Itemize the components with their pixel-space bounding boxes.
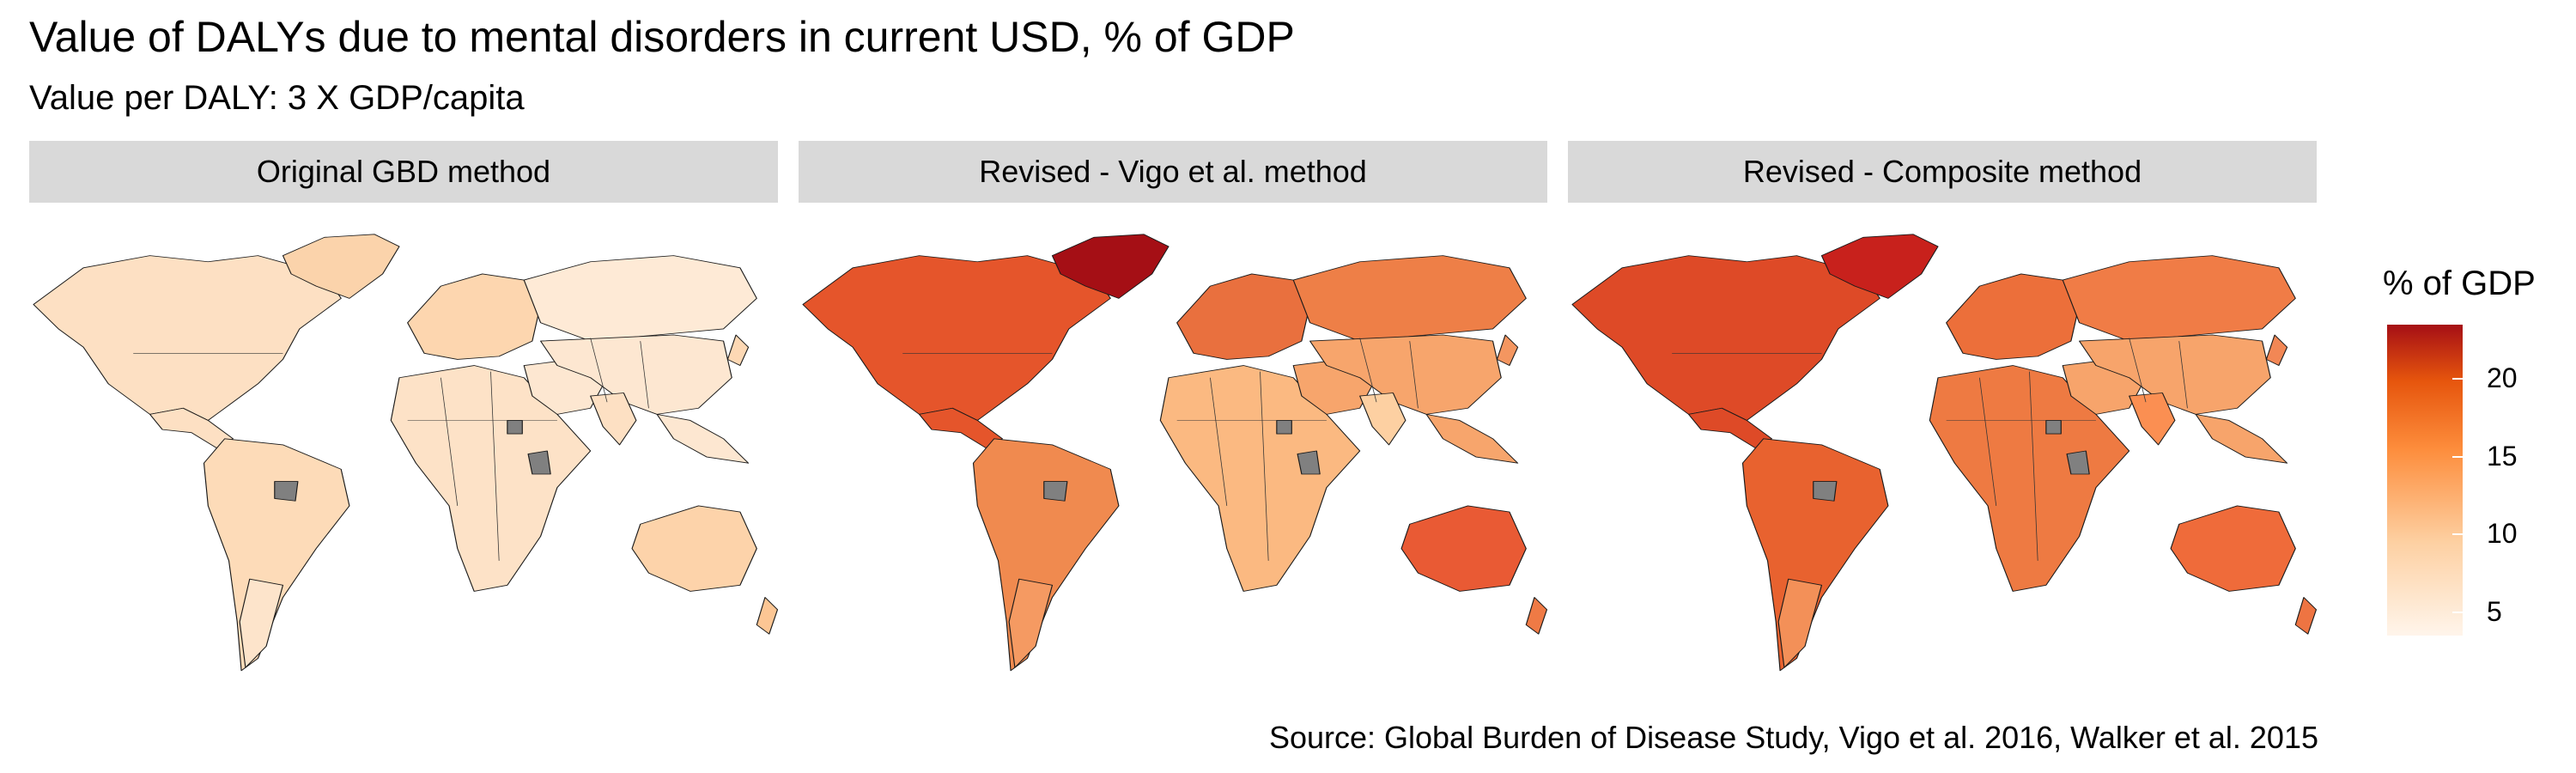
region-europe	[407, 273, 542, 360]
legend-tick-mark	[2452, 455, 2463, 458]
region-new-zealand	[2294, 597, 2318, 635]
region-india	[590, 393, 637, 446]
facet-strip-vigo: Revised - Vigo et al. method	[799, 141, 1547, 203]
region-australia	[1400, 505, 1527, 592]
region-missing-af	[1297, 450, 1321, 475]
region-north-america	[802, 255, 1111, 421]
region-missing-sa	[1813, 481, 1838, 502]
facet-strip-original: Original GBD method	[29, 141, 778, 203]
chart-subtitle: Value per DALY: 3 X GDP/capita	[29, 79, 525, 117]
region-central-america	[918, 407, 1003, 448]
region-argentina	[1777, 578, 1823, 668]
region-south-america	[1741, 438, 1889, 672]
facet-label-composite: Revised - Composite method	[1742, 154, 2142, 189]
country-border	[490, 371, 500, 561]
country-border	[590, 338, 608, 403]
region-russia	[523, 255, 757, 342]
region-south-america	[972, 438, 1120, 672]
legend-tick-mark	[2452, 611, 2463, 613]
region-asia	[2078, 334, 2271, 415]
legend-tick-mark	[2452, 533, 2463, 536]
region-missing-af2	[1276, 420, 1292, 435]
region-new-zealand	[756, 597, 779, 635]
legend-tick-label: 5	[2487, 595, 2502, 627]
region-argentina	[1008, 578, 1054, 668]
region-russia	[1292, 255, 1527, 342]
region-southeast-asia	[1425, 413, 1519, 464]
chart-title: Value of DALYs due to mental disorders i…	[29, 13, 1295, 61]
country-border	[440, 377, 459, 506]
legend-tick-label: 15	[2487, 440, 2518, 472]
country-border	[1210, 377, 1228, 506]
region-greenland	[1820, 234, 1939, 299]
region-missing-af2	[507, 420, 523, 435]
facet-label-vigo: Revised - Vigo et al. method	[979, 154, 1367, 189]
region-japan	[726, 334, 750, 366]
region-missing-af2	[2045, 420, 2062, 435]
legend-tick-mark	[2452, 378, 2463, 380]
region-southeast-asia	[2195, 413, 2288, 464]
region-north-america	[1571, 255, 1880, 421]
country-border	[640, 341, 649, 409]
facet-label-original: Original GBD method	[256, 154, 551, 189]
country-border	[2029, 371, 2038, 561]
region-south-america	[203, 438, 350, 672]
country-border	[1409, 341, 1419, 409]
facet-strip-composite: Revised - Composite method	[1568, 141, 2317, 203]
region-missing-sa	[274, 481, 299, 502]
region-greenland	[282, 234, 400, 299]
legend-colorbar	[2387, 325, 2463, 636]
region-north-america	[33, 255, 342, 421]
region-india	[1359, 393, 1406, 446]
region-argentina	[239, 578, 284, 668]
region-missing-sa	[1043, 481, 1068, 502]
country-border	[1979, 377, 1997, 506]
region-europe	[1946, 273, 2081, 360]
region-missing-af	[2066, 450, 2090, 475]
country-border	[1260, 371, 1269, 561]
region-europe	[1176, 273, 1311, 360]
region-australia	[2170, 505, 2296, 592]
country-border	[1359, 338, 1377, 403]
region-australia	[631, 505, 757, 592]
legend-tick-label: 10	[2487, 518, 2518, 550]
region-greenland	[1051, 234, 1170, 299]
legend-title: % of GDP	[2383, 265, 2536, 302]
region-japan	[1496, 334, 1519, 366]
source-note: Source: Global Burden of Disease Study, …	[1268, 720, 2318, 755]
region-asia	[1309, 334, 1502, 415]
legend-tick-label: 20	[2487, 362, 2518, 394]
region-new-zealand	[1525, 597, 1548, 635]
country-border	[2178, 341, 2188, 409]
world-map-svg	[1571, 234, 2318, 672]
region-central-america	[149, 407, 234, 448]
map-panel-composite	[1547, 219, 2329, 683]
region-missing-af	[527, 450, 551, 475]
map-panel-original	[9, 219, 790, 683]
region-japan	[2265, 334, 2288, 366]
region-central-america	[1687, 407, 1772, 448]
region-india	[2129, 393, 2176, 446]
world-map-svg	[33, 234, 779, 672]
country-border	[2129, 338, 2147, 403]
region-asia	[539, 334, 732, 415]
region-russia	[2062, 255, 2296, 342]
map-panel-vigo	[778, 219, 1559, 683]
world-map-svg	[802, 234, 1548, 672]
region-southeast-asia	[656, 413, 750, 464]
